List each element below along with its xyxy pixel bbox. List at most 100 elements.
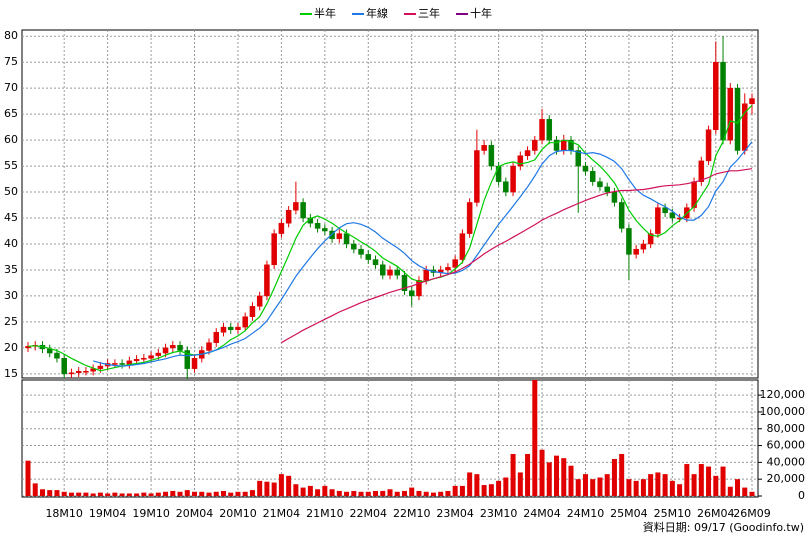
volume-bar — [257, 480, 263, 496]
candle-body — [365, 254, 372, 260]
volume-bar — [134, 493, 140, 496]
candle-body — [626, 228, 632, 255]
candle-body — [220, 326, 227, 333]
candle-body — [206, 342, 212, 351]
volume-bar — [459, 485, 465, 496]
volume-bar — [467, 472, 473, 496]
volume-bar — [242, 491, 248, 496]
x-tick-label: 19M04 — [89, 507, 127, 520]
candle-body — [112, 363, 118, 365]
candle-body — [582, 165, 589, 172]
volume-bar — [126, 493, 132, 496]
volume-bar — [554, 455, 560, 496]
volume-bar — [97, 492, 103, 496]
candle-body — [61, 358, 67, 375]
volume-bar — [452, 485, 458, 496]
volume-bar — [488, 484, 494, 496]
candle-body — [647, 233, 654, 245]
candle-body — [83, 370, 89, 373]
volume-bar — [163, 491, 169, 496]
volume-bar — [517, 472, 523, 496]
x-tick-label: 19M10 — [132, 507, 170, 520]
candle-body — [727, 87, 734, 141]
volume-bar — [329, 489, 335, 496]
y2-tick-label: 0 — [798, 489, 805, 502]
volume-bar — [401, 490, 407, 496]
y-tick-label: 40 — [4, 237, 18, 250]
candle-body — [227, 326, 234, 330]
volume-bar — [141, 492, 147, 496]
volume-bar — [365, 491, 371, 496]
candle-body — [372, 259, 379, 266]
volume-bar — [648, 474, 654, 496]
candle-body — [459, 233, 466, 260]
volume-bar — [561, 458, 567, 496]
candle-body — [589, 171, 596, 182]
candle-body — [278, 222, 285, 234]
candle-body — [249, 306, 256, 317]
candle-body — [336, 233, 343, 240]
candle-body — [408, 290, 415, 297]
legend-label: 十年 — [470, 6, 492, 20]
volume-bar — [409, 487, 415, 496]
candle-body — [734, 87, 741, 151]
volume-bar — [83, 492, 89, 496]
candle-body — [380, 264, 386, 276]
volume-bar — [213, 491, 219, 496]
candle-body — [604, 186, 610, 193]
candle-body — [75, 370, 82, 374]
volume-bar — [423, 491, 429, 496]
volume-bar — [380, 490, 386, 496]
legend-label: 半年 — [314, 6, 336, 20]
volume-bar — [177, 491, 183, 496]
volume-bar — [445, 490, 451, 496]
volume-bar — [47, 490, 53, 496]
volume-bar — [713, 475, 719, 496]
volume-bar — [192, 491, 198, 496]
volume-bar — [742, 487, 748, 496]
volume-bar — [90, 493, 96, 496]
candle-body — [25, 346, 31, 349]
volume-bar — [626, 479, 632, 496]
volume-bar — [394, 491, 400, 496]
y2-tick-label: 60,000 — [767, 439, 806, 452]
candle-body — [495, 165, 502, 182]
volume-bar — [496, 480, 502, 496]
y2-tick-label: 20,000 — [767, 472, 806, 485]
y-tick-label: 75 — [4, 55, 18, 68]
volume-bar — [546, 462, 552, 496]
volume-bar — [32, 483, 38, 496]
volume-bar — [373, 490, 379, 496]
y-tick-label: 70 — [4, 81, 18, 94]
volume-bar — [677, 484, 683, 496]
y2-tick-label: 80,000 — [767, 422, 806, 435]
candle-body — [510, 165, 516, 193]
volume-bar — [416, 490, 422, 496]
volume-bar — [271, 482, 277, 496]
x-tick-label: 23M10 — [480, 507, 518, 520]
volume-bar — [474, 474, 480, 496]
volume-bar — [582, 474, 588, 496]
candle-body — [148, 355, 154, 359]
volume-bar — [199, 491, 205, 496]
candle-body — [46, 348, 53, 354]
candle-body — [394, 269, 400, 276]
y-tick-label: 30 — [4, 289, 18, 302]
volume-bar — [235, 491, 241, 496]
volume-bar — [315, 489, 321, 496]
y2-tick-label: 40,000 — [767, 455, 806, 468]
volume-bar — [727, 486, 733, 496]
data-note: 資料日期: 09/17 (Goodinfo.tw) — [643, 520, 804, 534]
volume-bar — [68, 492, 74, 496]
candle-body — [285, 209, 292, 224]
volume-bar — [691, 474, 697, 496]
x-tick-label: 21M10 — [306, 507, 344, 520]
legend-label: 三年 — [418, 6, 440, 20]
x-tick-label: 22M04 — [350, 507, 388, 520]
x-tick-label: 18M10 — [45, 507, 83, 520]
candle-body — [293, 202, 299, 211]
volume-bar — [228, 492, 234, 496]
candle-body — [655, 207, 661, 234]
y-tick-label: 20 — [4, 341, 18, 354]
